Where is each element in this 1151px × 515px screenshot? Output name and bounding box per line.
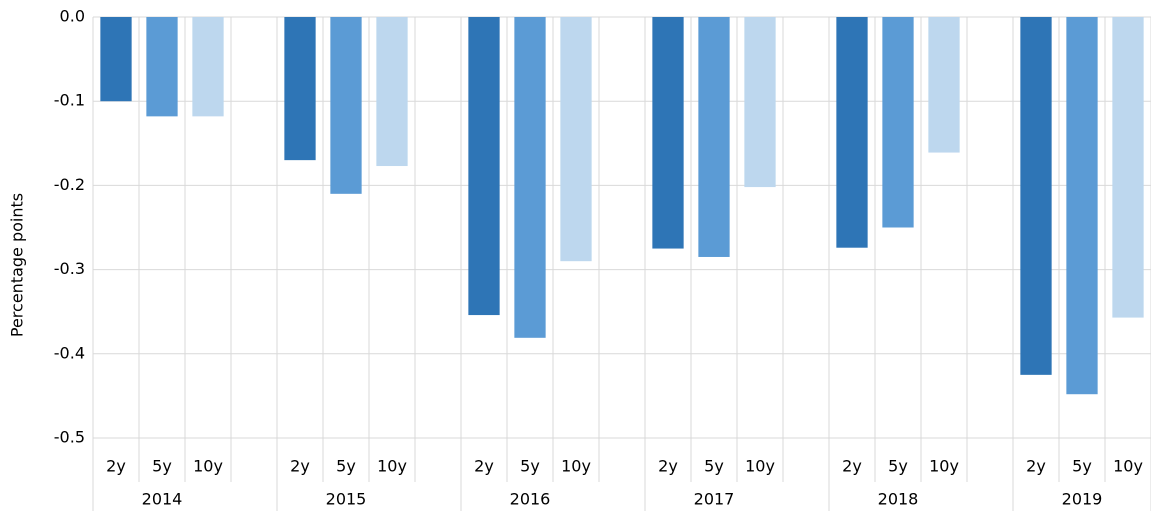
x-tick-label: 2y xyxy=(1026,457,1046,476)
x-tick-label: 2y xyxy=(290,457,310,476)
bar xyxy=(744,17,776,188)
x-tick-label: 10y xyxy=(1113,457,1143,476)
x-tick-label: 10y xyxy=(193,457,223,476)
bar xyxy=(928,17,960,153)
x-tick-label: 2y xyxy=(106,457,126,476)
x-group-label: 2015 xyxy=(326,490,367,509)
bar xyxy=(836,17,868,248)
bar xyxy=(560,17,592,262)
x-tick-label: 5y xyxy=(520,457,540,476)
bar xyxy=(468,17,500,316)
y-tick-label: -0.4 xyxy=(54,343,85,362)
y-tick-label: 0.0 xyxy=(60,7,85,26)
bar xyxy=(330,17,362,194)
x-tick-label: 5y xyxy=(888,457,908,476)
bar xyxy=(1112,17,1144,318)
x-tick-label: 10y xyxy=(745,457,775,476)
bar xyxy=(192,17,224,117)
x-tick-label: 2y xyxy=(474,457,494,476)
y-tick-label: -0.1 xyxy=(54,91,85,110)
bar xyxy=(514,17,546,338)
x-group-label: 2018 xyxy=(878,490,919,509)
bar xyxy=(882,17,914,228)
y-tick-label: -0.3 xyxy=(54,259,85,278)
x-tick-label: 10y xyxy=(377,457,407,476)
x-tick-label: 5y xyxy=(336,457,356,476)
bar xyxy=(652,17,684,249)
x-tick-label: 2y xyxy=(842,457,862,476)
bar xyxy=(698,17,730,257)
y-tick-label: -0.5 xyxy=(54,428,85,447)
x-group-label: 2019 xyxy=(1062,490,1103,509)
y-tick-label: -0.2 xyxy=(54,175,85,194)
x-tick-label: 2y xyxy=(658,457,678,476)
bar xyxy=(1066,17,1098,395)
x-tick-label: 10y xyxy=(929,457,959,476)
bar xyxy=(376,17,408,167)
bar xyxy=(100,17,132,102)
x-tick-label: 10y xyxy=(561,457,591,476)
x-group-label: 2017 xyxy=(694,490,735,509)
x-tick-label: 5y xyxy=(704,457,724,476)
bar xyxy=(1020,17,1052,375)
x-tick-label: 5y xyxy=(152,457,172,476)
x-tick-label: 5y xyxy=(1072,457,1092,476)
x-group-label: 2014 xyxy=(142,490,183,509)
bar xyxy=(284,17,316,161)
x-group-label: 2016 xyxy=(510,490,551,509)
y-axis-label: Percentage points xyxy=(8,193,27,337)
bar xyxy=(146,17,178,117)
